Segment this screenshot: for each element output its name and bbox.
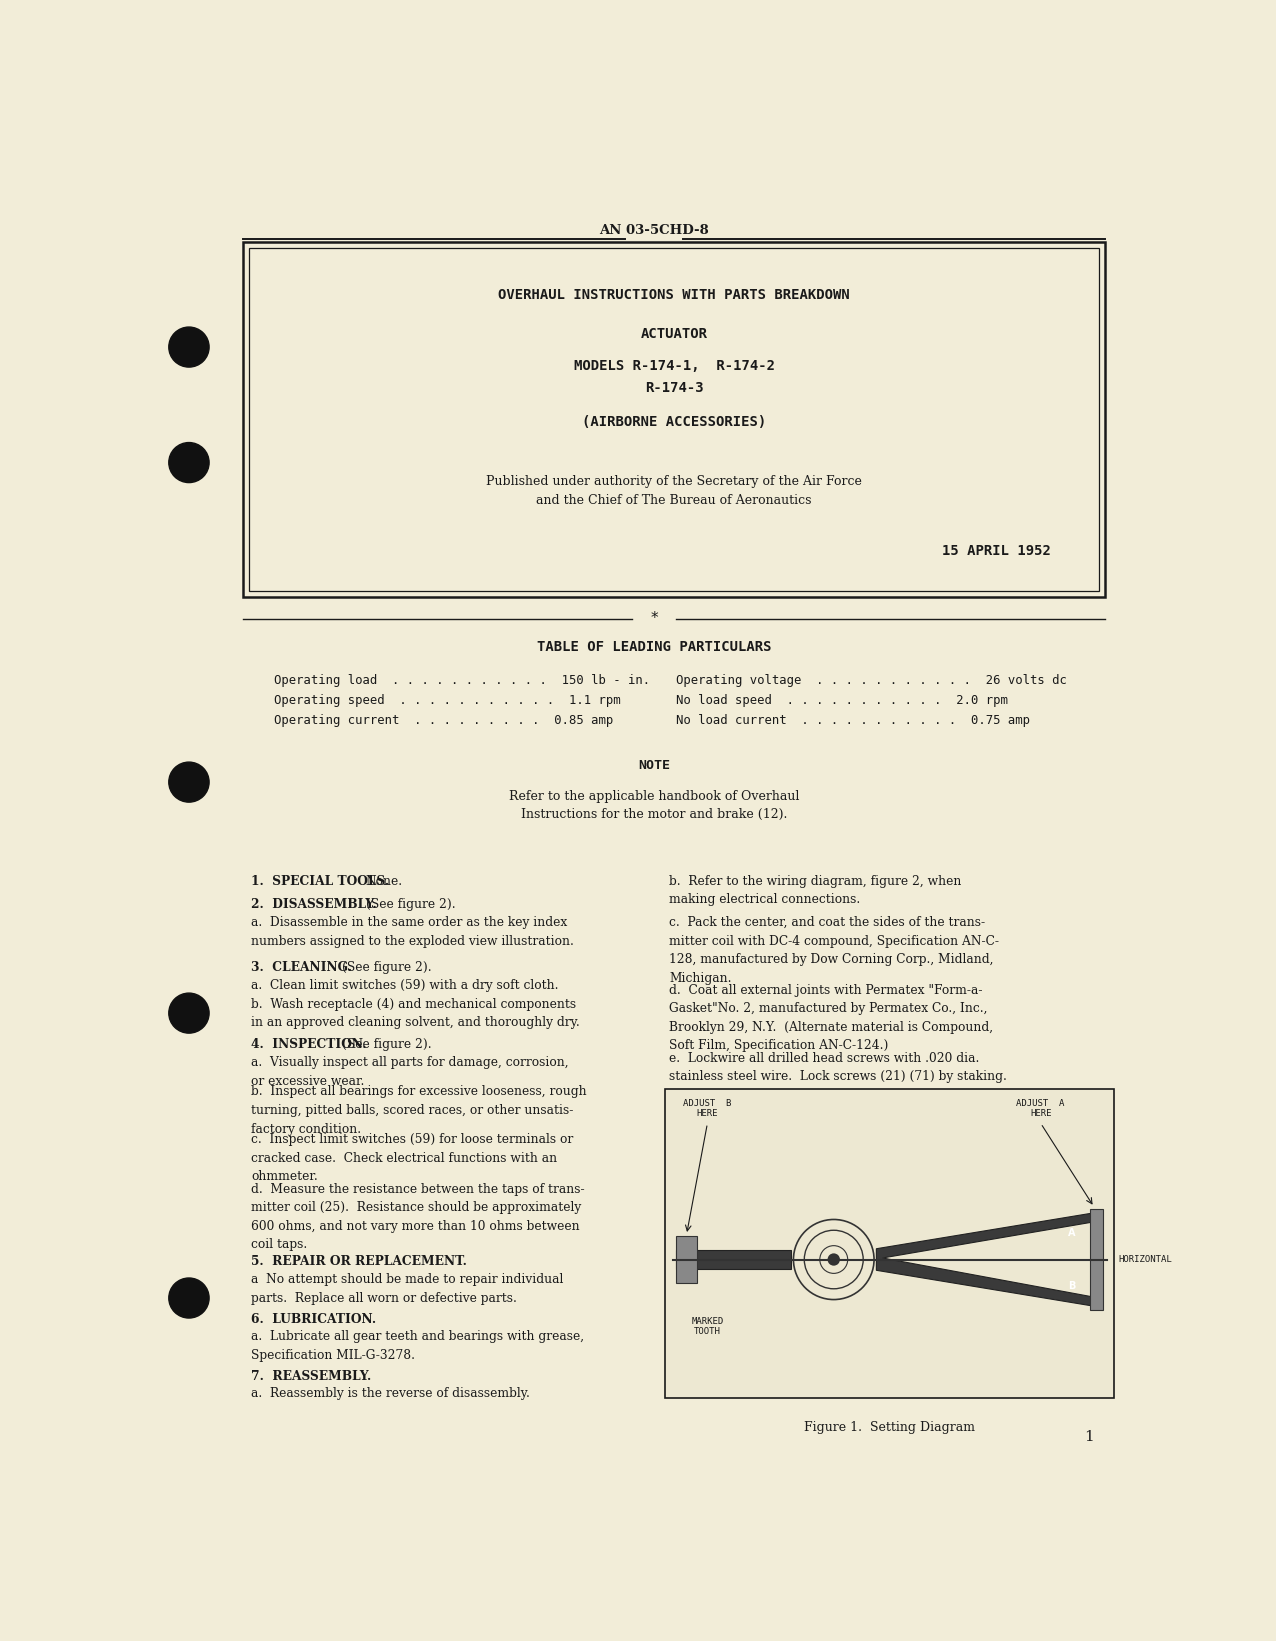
Text: NOTE: NOTE — [638, 758, 670, 771]
Text: c.  Pack the center, and coat the sides of the trans-
mitter coil with DC-4 comp: c. Pack the center, and coat the sides o… — [670, 916, 999, 985]
Text: Figure 1.  Setting Diagram: Figure 1. Setting Diagram — [804, 1421, 975, 1434]
Bar — [244, 241, 1105, 597]
Text: Operating current  . . . . . . . . .  0.85 amp: Operating current . . . . . . . . . 0.85… — [274, 714, 614, 727]
Circle shape — [828, 1254, 840, 1265]
Text: HERE: HERE — [1030, 1109, 1051, 1118]
Polygon shape — [877, 1213, 1099, 1306]
Bar — [665, 1088, 1114, 1398]
Text: 7.  REASSEMBLY.: 7. REASSEMBLY. — [251, 1370, 371, 1383]
Circle shape — [168, 443, 209, 482]
Text: ACTUATOR: ACTUATOR — [641, 327, 708, 341]
Text: Refer to the applicable handbook of Overhaul
Instructions for the motor and brak: Refer to the applicable handbook of Over… — [509, 789, 799, 820]
Text: (AIRBORNE ACCESSORIES): (AIRBORNE ACCESSORIES) — [582, 415, 766, 428]
Text: e.  Lockwire all drilled head screws with .020 dia.
stainless steel wire.  Lock : e. Lockwire all drilled head screws with… — [670, 1052, 1007, 1083]
Circle shape — [168, 1278, 209, 1318]
Text: Operating load  . . . . . . . . . . .  150 lb - in.: Operating load . . . . . . . . . . . 150… — [274, 674, 651, 688]
Text: b.  Refer to the wiring diagram, figure 2, when
making electrical connections.: b. Refer to the wiring diagram, figure 2… — [670, 875, 962, 906]
Text: ADJUST  A: ADJUST A — [1017, 1099, 1065, 1108]
Circle shape — [168, 327, 209, 368]
Text: Operating voltage  . . . . . . . . . . .  26 volts dc: Operating voltage . . . . . . . . . . . … — [676, 674, 1067, 688]
Text: MARKED: MARKED — [692, 1318, 723, 1326]
Text: 3.  CLEANING.: 3. CLEANING. — [251, 960, 352, 973]
Text: HORIZONTAL: HORIZONTAL — [1118, 1255, 1171, 1264]
Text: (See figure 2).: (See figure 2). — [342, 1037, 433, 1050]
Text: a.  Visually inspect all parts for damage, corrosion,
or excessive wear.: a. Visually inspect all parts for damage… — [251, 1057, 569, 1088]
Text: Published under authority of the Secretary of the Air Force: Published under authority of the Secreta… — [486, 476, 863, 489]
Text: TABLE OF LEADING PARTICULARS: TABLE OF LEADING PARTICULARS — [537, 640, 771, 655]
Text: 1.  SPECIAL TOOLS.: 1. SPECIAL TOOLS. — [251, 875, 389, 888]
Circle shape — [168, 993, 209, 1034]
Text: TOOTH: TOOTH — [694, 1328, 721, 1336]
Text: HERE: HERE — [697, 1109, 718, 1118]
Text: None.: None. — [366, 875, 403, 888]
Text: (See figure 2).: (See figure 2). — [342, 960, 433, 973]
Text: 1: 1 — [1085, 1429, 1095, 1444]
Text: b.  Inspect all bearings for excessive looseness, rough
turning, pitted balls, s: b. Inspect all bearings for excessive lo… — [251, 1085, 587, 1136]
Text: AN 03-5CHD-8: AN 03-5CHD-8 — [598, 223, 709, 236]
Text: d.  Coat all external joints with Permatex "Form-a-
Gasket"No. 2, manufactured b: d. Coat all external joints with Permate… — [670, 985, 994, 1052]
Text: 4.  INSPECTION.: 4. INSPECTION. — [251, 1037, 366, 1050]
Text: and the Chief of The Bureau of Aeronautics: and the Chief of The Bureau of Aeronauti… — [536, 494, 812, 507]
Text: R-174-3: R-174-3 — [644, 381, 703, 395]
Text: a.  Lubricate all gear teeth and bearings with grease,
Specification MIL-G-3278.: a. Lubricate all gear teeth and bearings… — [251, 1331, 584, 1362]
Bar — [1090, 1209, 1104, 1310]
Text: a.  Disassemble in the same order as the key index
numbers assigned to the explo: a. Disassemble in the same order as the … — [251, 916, 574, 947]
Text: *: * — [651, 612, 657, 627]
Text: a.  Clean limit switches (59) with a dry soft cloth.
b.  Wash receptacle (4) and: a. Clean limit switches (59) with a dry … — [251, 980, 579, 1029]
Text: OVERHAUL INSTRUCTIONS WITH PARTS BREAKDOWN: OVERHAUL INSTRUCTIONS WITH PARTS BREAKDO… — [498, 289, 850, 302]
Circle shape — [168, 761, 209, 802]
Text: d.  Measure the resistance between the taps of trans-
mitter coil (25).  Resista: d. Measure the resistance between the ta… — [251, 1183, 584, 1250]
Text: (See figure 2).: (See figure 2). — [366, 898, 456, 911]
Text: A: A — [1068, 1227, 1076, 1237]
Text: Operating speed  . . . . . . . . . . .  1.1 rpm: Operating speed . . . . . . . . . . . 1.… — [274, 694, 621, 707]
Text: ADJUST  B: ADJUST B — [683, 1099, 731, 1108]
Text: a  No attempt should be made to repair individual
parts.  Replace all worn or de: a No attempt should be made to repair in… — [251, 1273, 563, 1305]
Polygon shape — [676, 1250, 791, 1268]
Text: B: B — [1068, 1282, 1076, 1291]
Text: 2.  DISASSEMBLY.: 2. DISASSEMBLY. — [251, 898, 376, 911]
Text: c.  Inspect limit switches (59) for loose terminals or
cracked case.  Check elec: c. Inspect limit switches (59) for loose… — [251, 1134, 573, 1183]
Text: 15 APRIL 1952: 15 APRIL 1952 — [942, 545, 1051, 558]
Text: MODELS R-174-1,  R-174-2: MODELS R-174-1, R-174-2 — [574, 359, 775, 373]
Bar — [676, 1236, 698, 1283]
Bar — [249, 248, 1099, 591]
Text: No load current  . . . . . . . . . . .  0.75 amp: No load current . . . . . . . . . . . 0.… — [676, 714, 1030, 727]
Text: 6.  LUBRICATION.: 6. LUBRICATION. — [251, 1313, 376, 1326]
Text: 5.  REPAIR OR REPLACEMENT.: 5. REPAIR OR REPLACEMENT. — [251, 1255, 467, 1268]
Text: No load speed  . . . . . . . . . . .  2.0 rpm: No load speed . . . . . . . . . . . 2.0 … — [676, 694, 1008, 707]
Text: a.  Reassembly is the reverse of disassembly.: a. Reassembly is the reverse of disassem… — [251, 1387, 530, 1400]
